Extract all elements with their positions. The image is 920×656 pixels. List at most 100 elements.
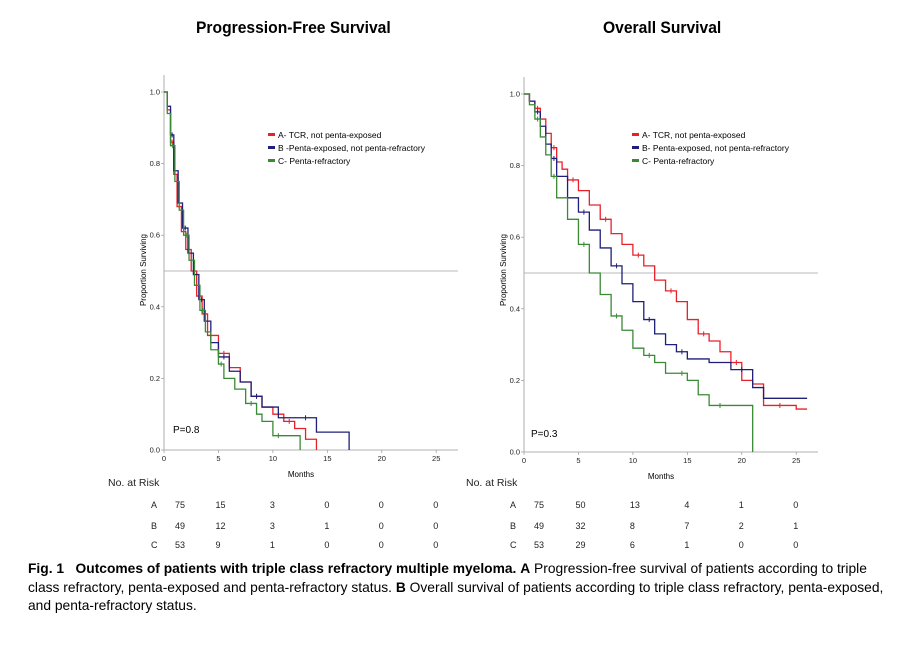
pfs-x-tick-label: 5: [216, 454, 220, 463]
pfs-at-risk-label: No. at Risk: [108, 477, 160, 489]
os-series-c-curve: [524, 93, 754, 452]
os-p-value: P=0.3: [531, 429, 558, 440]
pfs-legend-swatch-b: [268, 146, 275, 149]
os-y-tick-label: 1.0: [510, 90, 520, 99]
os-at-risk-count: 32: [575, 521, 586, 531]
pfs-p-value: P=0.8: [173, 425, 200, 436]
pfs-y-tick-label: 0.0: [150, 446, 160, 455]
os-y-tick-label: 0.6: [510, 233, 520, 242]
os-legend-label-c: C- Penta-refractory: [642, 156, 715, 166]
pfs-at-risk-group-a: A: [151, 500, 158, 510]
os-at-risk-count: 49: [534, 521, 545, 531]
pfs-at-risk-count: 0: [433, 521, 439, 531]
caption-b-label: B: [395, 579, 406, 595]
os-y-tick-label: 0.4: [510, 304, 520, 313]
os-legend-swatch-b: [632, 146, 639, 149]
os-x-tick-label: 20: [738, 456, 746, 465]
os-legend-label-b: B- Penta-exposed, not penta-refractory: [642, 143, 790, 153]
pfs-at-risk-count: 53: [175, 540, 186, 550]
pfs-at-risk-count: 75: [175, 500, 186, 510]
pfs-y-tick-label: 1.0: [150, 88, 160, 97]
pfs-x-axis-label: Months: [288, 470, 314, 479]
pfs-panel-title: Progression-Free Survival: [196, 18, 391, 37]
pfs-at-risk-group-b: B: [151, 521, 158, 531]
os-at-risk-count: 0: [738, 540, 744, 550]
os-x-tick-label: 5: [576, 456, 580, 465]
pfs-y-tick-label: 0.4: [150, 302, 160, 311]
os-at-risk-count: 53: [534, 540, 545, 550]
pfs-at-risk-count: 0: [324, 540, 330, 550]
pfs-at-risk-count: 15: [215, 500, 226, 510]
pfs-at-risk-count: 0: [433, 500, 439, 510]
pfs-at-risk-count: 49: [175, 521, 186, 531]
pfs-y-tick-label: 0.6: [150, 231, 160, 240]
os-at-risk-count: 4: [684, 500, 690, 510]
pfs-at-risk-count: 0: [378, 521, 384, 531]
pfs-y-tick-label: 0.2: [150, 374, 160, 383]
caption-a-label: A: [520, 561, 531, 576]
os-at-risk-group-b: B: [510, 521, 517, 531]
pfs-at-risk-count: 0: [433, 540, 439, 550]
pfs-series-c-curve: [164, 91, 301, 450]
os-x-tick-label: 25: [792, 456, 800, 465]
figure-caption: Fig. 1 Outcomes of patients with triple …: [28, 560, 896, 616]
pfs-legend-label-b: B -Penta-exposed, not penta-refractory: [278, 143, 426, 153]
pfs-x-tick-label: 20: [378, 454, 386, 463]
os-at-risk-count: 8: [629, 521, 635, 531]
os-at-risk-count: 0: [793, 540, 799, 550]
pfs-x-tick-label: 0: [162, 454, 166, 463]
os-at-risk-count: 2: [738, 521, 744, 531]
os-legend-swatch-c: [632, 159, 639, 162]
caption-fig-label: Fig. 1: [28, 561, 65, 576]
os-at-risk-group-a: A: [510, 500, 517, 510]
survival-charts: 0.0 0.2 0.4 0.6 0.8 1.0 0 5 10 15 20 25 Months Propor…: [139, 75, 818, 481]
os-x-tick-label: 10: [629, 456, 637, 465]
pfs-legend-label-a: A- TCR, not penta-exposed: [278, 130, 382, 140]
pfs-at-risk-count: 1: [269, 540, 275, 550]
os-at-risk-count: 1: [684, 540, 690, 550]
os-at-risk-count: 1: [793, 521, 799, 531]
caption-a-text: Progression-free survival of patients ac…: [28, 561, 867, 595]
os-y-tick-label: 0.2: [510, 376, 520, 385]
pfs-at-risk-count: 0: [378, 540, 384, 550]
os-y-tick-label: 0.8: [510, 161, 520, 170]
os-at-risk-count: 6: [629, 540, 635, 550]
pfs-legend-swatch-c: [268, 159, 275, 162]
os-at-risk-count: 29: [575, 540, 586, 550]
pfs-at-risk-count: 1: [324, 521, 330, 531]
os-at-risk-group-c: C: [510, 540, 517, 550]
os-x-tick-label: 15: [683, 456, 691, 465]
os-legend-label-a: A- TCR, not penta-exposed: [642, 130, 746, 140]
pfs-at-risk-count: 3: [269, 500, 275, 510]
os-at-risk-count: 0: [793, 500, 799, 510]
os-panel-title: Overall Survival: [603, 18, 722, 37]
os-legend-swatch-a: [632, 133, 639, 136]
pfs-legend-label-c: C- Penta-refractory: [278, 156, 351, 166]
os-y-axis-label: Proportion Surviving: [499, 234, 508, 306]
os-x-axis-label: Months: [648, 472, 674, 481]
os-at-risk-count: 1: [738, 500, 744, 510]
pfs-at-risk-count: 12: [215, 521, 226, 531]
pfs-y-tick-label: 0.8: [150, 159, 160, 168]
os-series-a-curve: [524, 93, 808, 410]
pfs-x-tick-label: 25: [432, 454, 440, 463]
caption-title: Outcomes of patients with triple class r…: [75, 561, 517, 576]
pfs-at-risk-count: 9: [215, 540, 221, 550]
caption-b-text: Overall survival of patients according t…: [28, 579, 884, 614]
pfs-at-risk-count: 0: [378, 500, 384, 510]
pfs-x-tick-label: 15: [323, 454, 331, 463]
pfs-y-axis-label: Proportion Surviving: [139, 234, 148, 306]
pfs-at-risk-count: 0: [324, 500, 330, 510]
os-at-risk-count: 13: [629, 500, 640, 510]
os-x-tick-label: 0: [522, 456, 526, 465]
os-at-risk-count: 50: [575, 500, 586, 510]
os-at-risk-count: 7: [684, 521, 690, 531]
os-at-risk-count: 75: [534, 500, 545, 510]
pfs-series-a-curve: [164, 91, 318, 450]
pfs-x-tick-label: 10: [269, 454, 277, 463]
pfs-at-risk-group-c: C: [151, 540, 158, 550]
pfs-legend-swatch-a: [268, 133, 275, 136]
os-y-tick-label: 0.0: [510, 448, 520, 457]
pfs-at-risk-count: 3: [269, 521, 275, 531]
os-at-risk-label: No. at Risk: [466, 477, 518, 489]
